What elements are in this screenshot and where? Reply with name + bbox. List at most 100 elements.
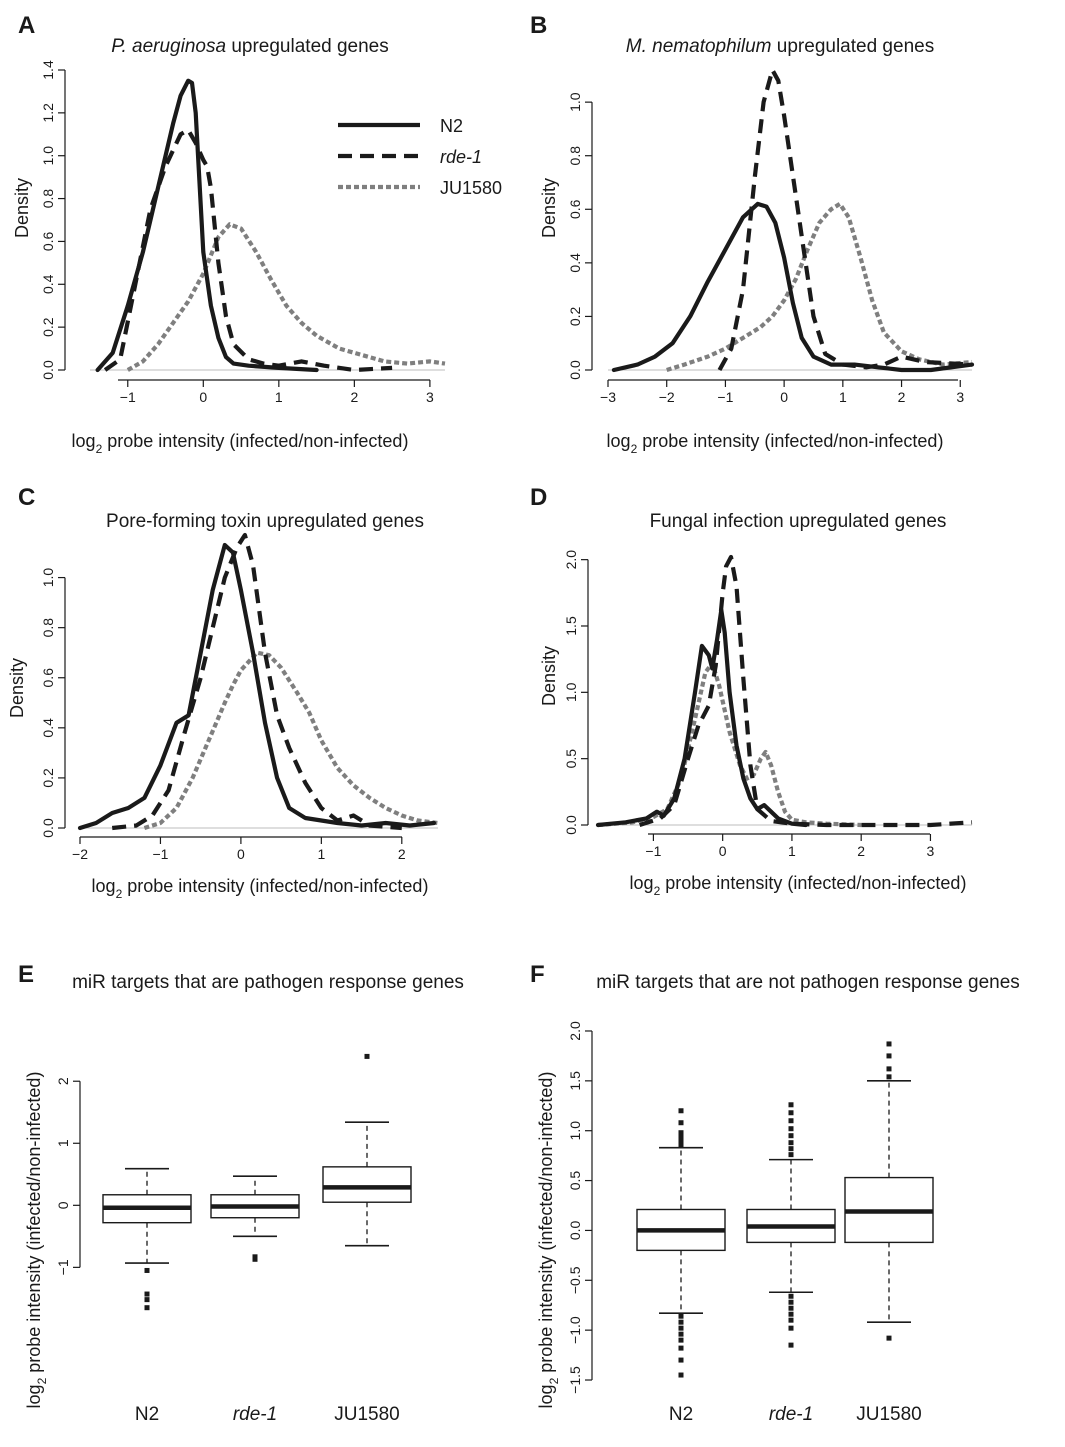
outlier-point: [678, 1130, 684, 1136]
y-tick-label: 0.0: [567, 1220, 583, 1240]
y-axis-label-main: log: [24, 1384, 44, 1408]
outlier-point: [788, 1293, 794, 1299]
category-label: N2: [669, 1404, 693, 1425]
y-tick-label: 0.6: [40, 231, 56, 251]
panel-label: D: [530, 484, 547, 511]
chart-title-rest: upregulated genes: [772, 36, 935, 57]
y-tick-label: 0.2: [40, 768, 56, 788]
x-axis: −1 0 1 2 3: [645, 833, 935, 859]
x-tick-label: −2: [72, 846, 88, 862]
y-tick-label: 2.0: [567, 1021, 583, 1041]
outlier-point: [788, 1305, 794, 1311]
x-axis-label-main: log: [630, 873, 654, 893]
panel-label: B: [530, 12, 547, 39]
outlier-point: [678, 1372, 684, 1378]
x-axis: −1 0 1 2 3: [118, 379, 434, 405]
legend-label: N2: [440, 116, 463, 136]
y-axis-label-rest: probe intensity (infected/non-infected): [24, 1072, 44, 1378]
y-tick-label: 1.0: [567, 1121, 583, 1141]
y-axis-label: Density: [539, 178, 559, 238]
x-tick-label: 3: [927, 843, 935, 859]
outlier-point: [788, 1110, 794, 1116]
outlier-point: [886, 1041, 892, 1047]
outlier-point: [886, 1066, 892, 1072]
y-tick-label: 0.5: [567, 1171, 583, 1191]
y-tick-label: 0.8: [40, 618, 56, 638]
y-axis-label: log2 probe intensity (infected/non-infec…: [24, 1072, 49, 1409]
chart-title-italic: P. aeruginosa: [111, 36, 226, 57]
chart-title-italic: M. nematophilum: [626, 36, 772, 57]
y-tick-label: 0.0: [567, 360, 583, 380]
series-line-ju1580: [143, 650, 439, 831]
y-tick-label: 0.4: [40, 274, 56, 294]
x-axis-label-rest: probe intensity (infected/non-infected): [637, 431, 943, 451]
x-axis-label-sub: 2: [631, 442, 638, 456]
y-axis-label-main: log: [536, 1384, 556, 1408]
outlier-point: [788, 1311, 794, 1317]
y-tick-label: 0.6: [40, 668, 56, 688]
x-axis-label-rest: probe intensity (infected/non-infected): [660, 873, 966, 893]
chart-title: Pore-forming toxin upregulated genes: [106, 511, 424, 532]
y-tick-label: 0.0: [40, 818, 56, 838]
x-tick-label: 3: [956, 389, 964, 405]
x-tick-label: 1: [788, 843, 796, 859]
outlier-point: [886, 1053, 892, 1059]
y-tick-label: 0.2: [567, 306, 583, 326]
outlier-point: [364, 1053, 370, 1059]
box-ju1580: [844, 1041, 934, 1341]
x-tick-label: 2: [350, 389, 358, 405]
y-axis: 0.0 0.2 0.4 0.6 0.8 1.0 1.2 1.4: [40, 60, 66, 380]
x-axis-label-main: log: [607, 431, 631, 451]
y-tick-label: −0.5: [567, 1266, 583, 1294]
outlier-point: [788, 1317, 794, 1323]
y-tick-label: 0: [55, 1201, 71, 1209]
x-tick-label: 1: [275, 389, 283, 405]
x-axis-label: log2 probe intensity (infected/non-infec…: [607, 431, 944, 456]
category-label: rde-1: [233, 1404, 277, 1425]
panel-b: B M. nematophilum upregulated genes −3 −2 −1…: [530, 12, 975, 456]
x-axis-label-rest: probe intensity (infected/non-infected): [122, 876, 428, 896]
outlier-point: [788, 1102, 794, 1108]
box-rde-1: [210, 1175, 300, 1262]
y-tick-label: −1.5: [567, 1366, 583, 1394]
outlier-point: [788, 1152, 794, 1158]
y-axis-label: Density: [539, 646, 559, 706]
series-line-n2: [77, 542, 437, 831]
category-label: N2: [135, 1404, 159, 1425]
y-axis-label-rest: probe intensity (infected/non-infected): [536, 1072, 556, 1378]
outlier-point: [788, 1146, 794, 1152]
outlier-point: [144, 1305, 150, 1311]
panel-a: A P. aeruginosa upregulated genes −1 0 1 2 3 0.…: [12, 12, 502, 456]
outlier-point: [788, 1140, 794, 1146]
series-line-n2: [95, 78, 319, 373]
outlier-point: [788, 1126, 794, 1132]
outlier-point: [678, 1331, 684, 1337]
series-line-ju1580: [666, 201, 973, 373]
outlier-point: [678, 1325, 684, 1331]
outlier-point: [886, 1074, 892, 1080]
y-tick-label: 1.4: [40, 60, 56, 80]
y-axis: −1.5 −1.0 −0.5 0.0 0.5 1.0 1.5 2.0: [567, 1021, 593, 1394]
chart-title: miR targets that are pathogen response g…: [72, 972, 464, 993]
y-tick-label: 0.8: [567, 146, 583, 166]
x-tick-label: 1: [839, 389, 847, 405]
y-tick-label: 0.4: [567, 253, 583, 273]
series-line-ju1580: [126, 222, 446, 372]
x-tick-label: −1: [152, 846, 168, 862]
x-tick-label: 2: [398, 846, 406, 862]
x-tick-label: 3: [426, 389, 434, 405]
outlier-point: [788, 1325, 794, 1331]
y-axis-label-sub: 2: [547, 1377, 561, 1384]
y-tick-label: 2.0: [563, 550, 579, 570]
chart-title: miR targets that are not pathogen respon…: [596, 972, 1020, 993]
panel-label: E: [18, 961, 34, 988]
outlier-point: [678, 1142, 684, 1148]
x-axis-label: log2 probe intensity (infected/non-infec…: [630, 873, 967, 898]
x-tick-label: −2: [659, 389, 675, 405]
legend-label: JU1580: [440, 178, 502, 198]
box-n2: [102, 1167, 192, 1311]
x-axis-label-main: log: [92, 876, 116, 896]
